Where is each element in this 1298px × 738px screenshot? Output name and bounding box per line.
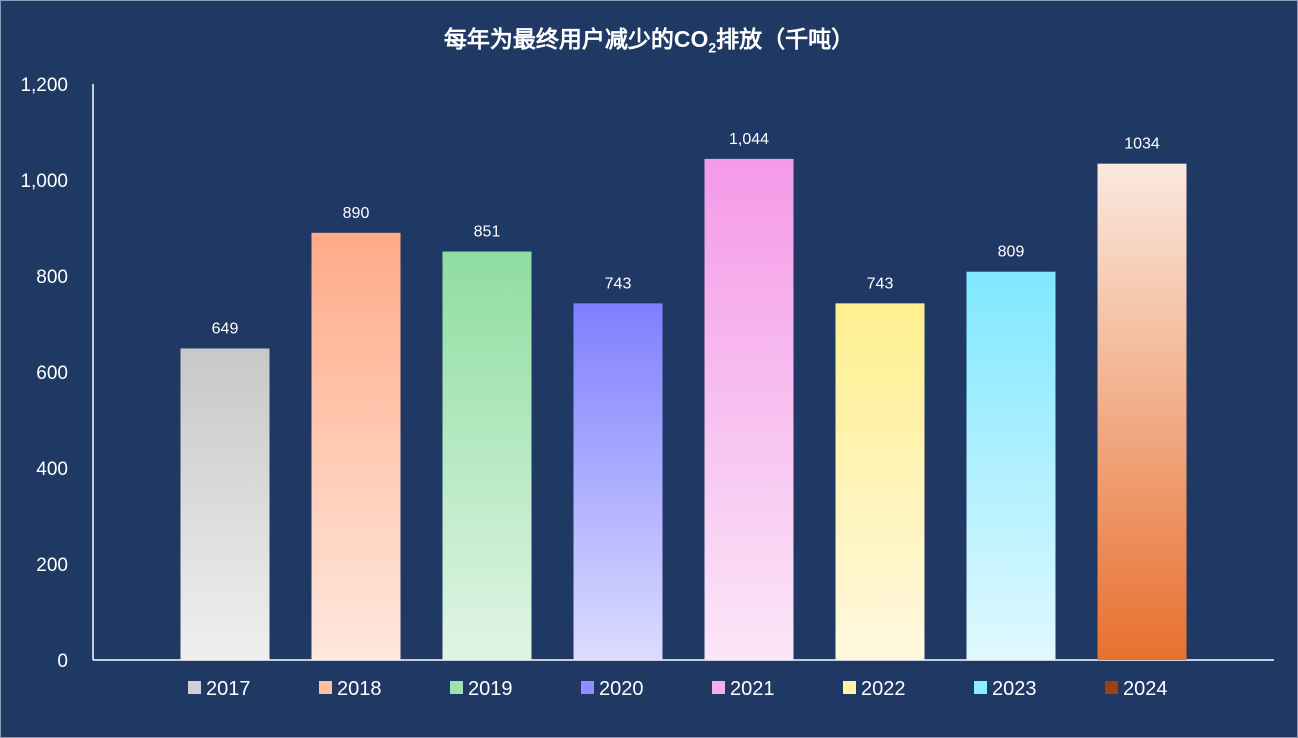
legend-swatch-2020 [581, 681, 594, 694]
title-tail: 排放（千吨） [716, 26, 855, 52]
y-tick-label: 400 [36, 459, 68, 480]
data-label-2022: 743 [867, 275, 894, 292]
legend-label-2024: 2024 [1123, 678, 1168, 700]
legend-swatch-2021 [712, 681, 725, 694]
legend-swatch-2022 [843, 681, 856, 694]
bar-2021 [704, 158, 794, 660]
data-label-2020: 743 [605, 275, 632, 292]
y-tick-label: 200 [36, 555, 68, 576]
title-subscript: 2 [708, 39, 717, 56]
legend-label-2020: 2020 [599, 678, 644, 700]
data-label-2024: 1034 [1124, 136, 1160, 153]
bar-2017 [180, 348, 270, 660]
legend-label-2019: 2019 [468, 678, 513, 700]
legend-swatch-2019 [450, 681, 463, 694]
legend-label-2021: 2021 [730, 678, 775, 700]
legend-label-2017: 2017 [206, 678, 251, 700]
y-tick-label: 0 [57, 651, 68, 672]
y-tick-label: 800 [36, 267, 68, 288]
bar-2023 [966, 271, 1056, 660]
bar-2019 [442, 251, 532, 660]
legend-label-2023: 2023 [992, 678, 1037, 700]
bar-2024 [1097, 163, 1187, 660]
legend-label-2018: 2018 [337, 678, 382, 700]
bar-2022 [835, 303, 925, 660]
data-label-2017: 649 [212, 320, 239, 337]
title-text: 每年为最终用户减少的CO [443, 26, 709, 52]
legend-swatch-2023 [974, 681, 987, 694]
data-label-2019: 851 [474, 224, 501, 241]
bar-2018 [311, 232, 401, 661]
chart-title: 每年为最终用户减少的CO2排放（千吨） [0, 20, 1298, 56]
data-label-2021: 1,044 [729, 131, 769, 148]
legend-swatch-2017 [188, 681, 201, 694]
legend-swatch-2024 [1105, 681, 1118, 694]
bar-2020 [573, 303, 663, 660]
data-label-2023: 809 [998, 244, 1025, 261]
legend-label-2022: 2022 [861, 678, 906, 700]
data-label-2018: 890 [343, 205, 370, 222]
y-tick-label: 1,200 [20, 75, 68, 96]
legend-swatch-2018 [319, 681, 332, 694]
y-tick-label: 1,000 [20, 171, 68, 192]
y-tick-label: 600 [36, 363, 68, 384]
